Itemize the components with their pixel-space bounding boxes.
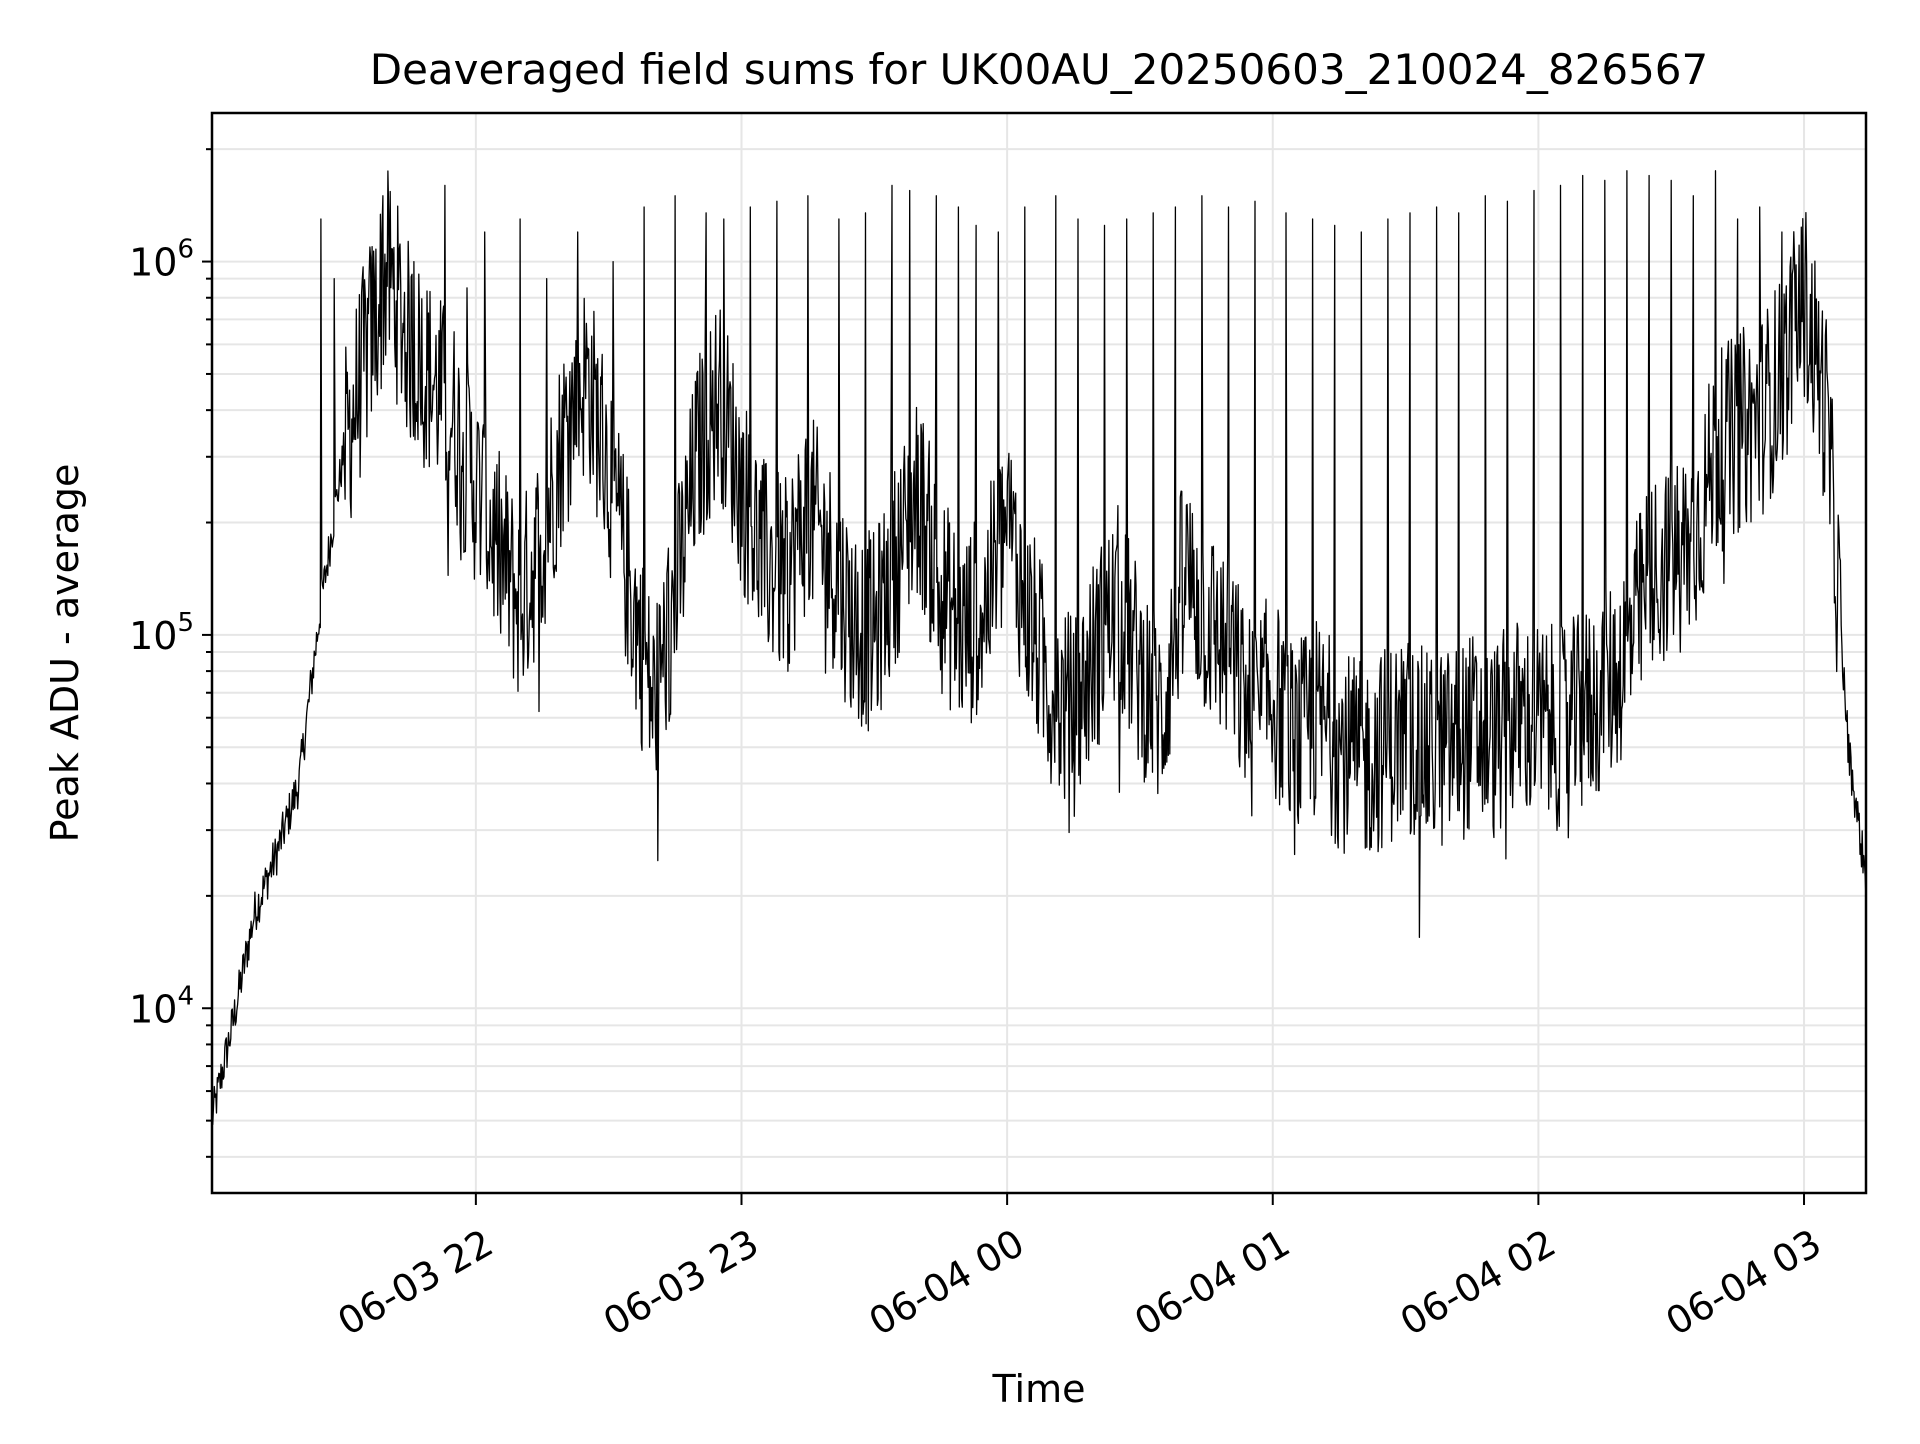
y-axis-ticks: 104 105 106 (129, 148, 212, 1158)
y-tick-label: 106 (129, 235, 194, 285)
y-axis-label: Peak ADU - average (43, 464, 87, 843)
series-line (211, 170, 1867, 1126)
y-tick-label: 105 (129, 608, 194, 658)
chart-title: Deaveraged field sums for UK00AU_2025060… (370, 45, 1708, 94)
plot-frame (210, 111, 1868, 1195)
y-tick-label: 104 (129, 981, 194, 1031)
x-axis-label: Time (992, 1367, 1086, 1411)
series-layer (211, 170, 1867, 1126)
